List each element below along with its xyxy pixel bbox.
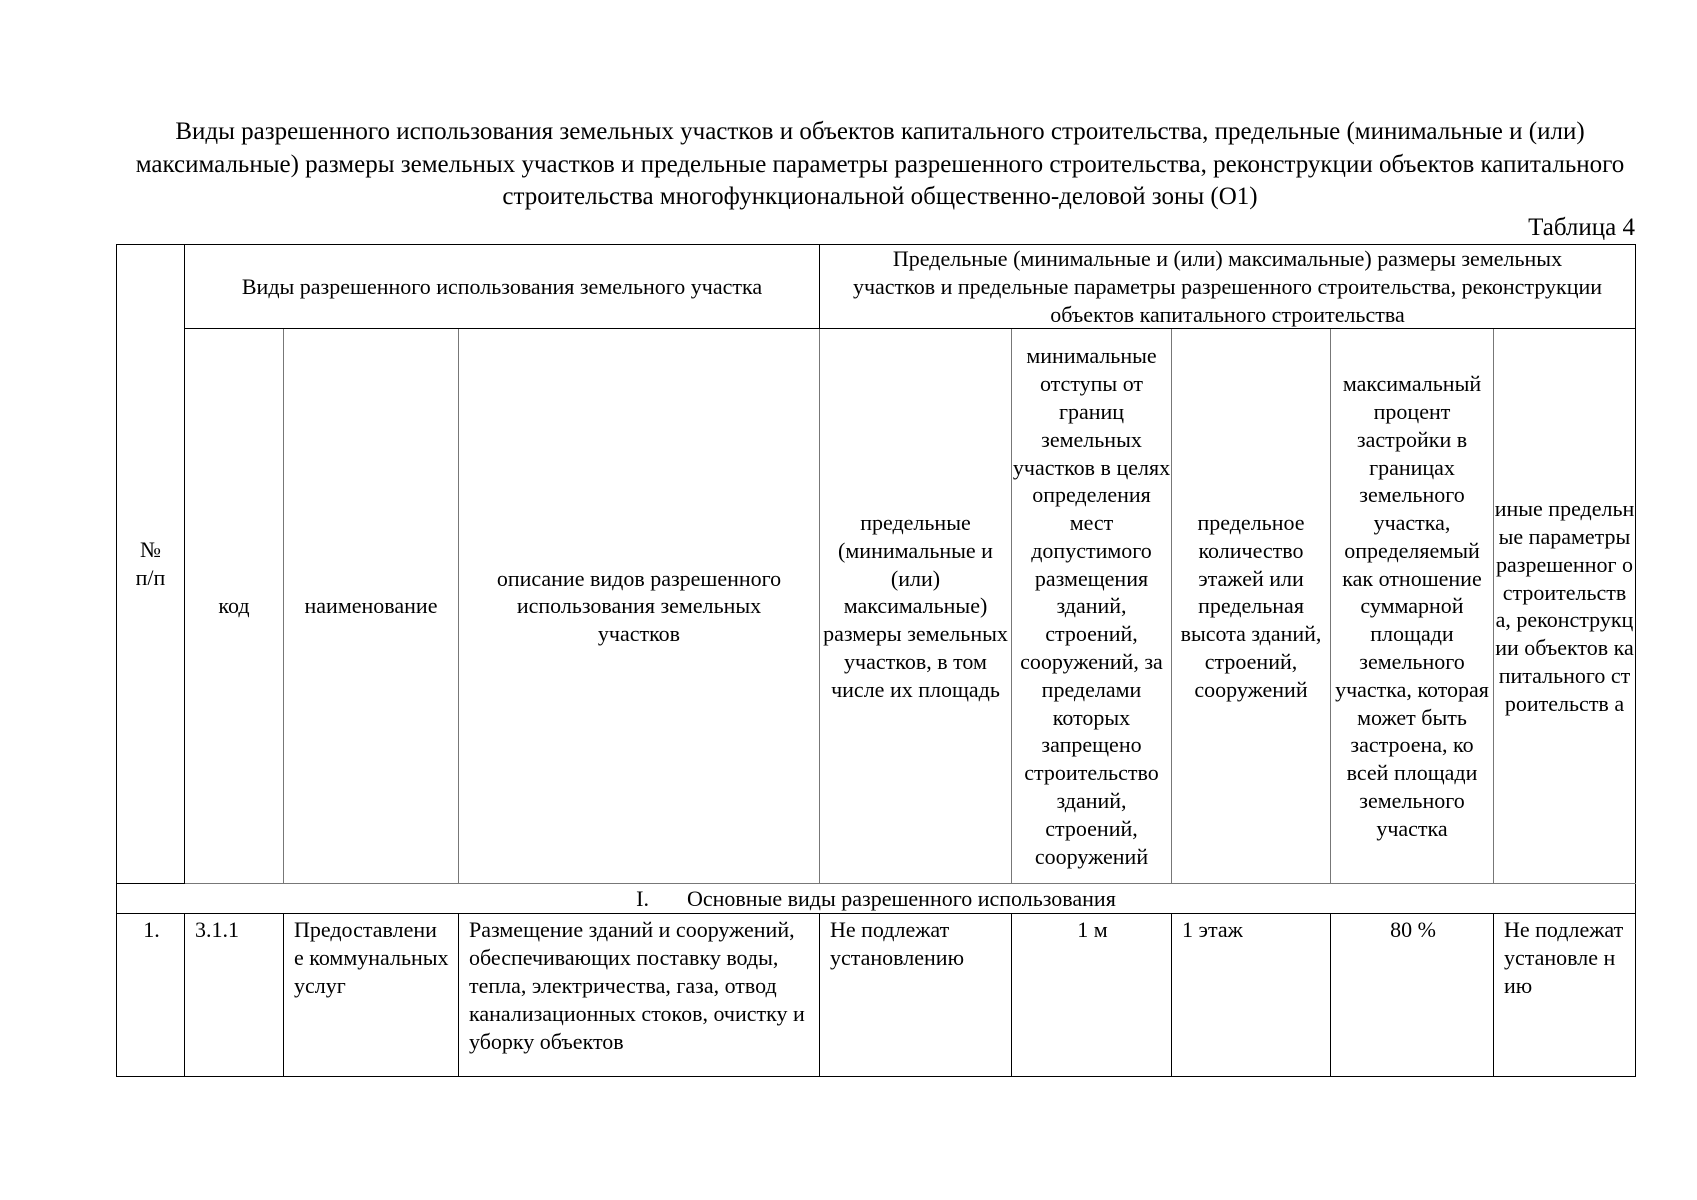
header-group-limits: Предельные (минимальные и (или) максимал…: [819, 243, 1636, 330]
header-sizes: предельные (минимальные и (или) максимал…: [819, 328, 1012, 885]
cell-description: Размещение зданий и сооружений, обеспечи…: [458, 913, 820, 1078]
section-label: Основные виды разрешенного использования: [686, 885, 1116, 911]
cell-coverage: 80 %: [1330, 913, 1494, 1078]
table-row: 1. 3.1.1 Предоставлени е коммунальных ус…: [116, 913, 1636, 1078]
section-row: I. Основные виды разрешенного использован…: [116, 883, 1636, 915]
cell-other: Не подлежат установле нию: [1493, 913, 1636, 1078]
zone-parameters-table: № п/п Виды разрешенного использования зе…: [116, 243, 1636, 1078]
cell-floors: 1 этаж: [1171, 913, 1331, 1078]
cell-name: Предоставлени е коммунальных услуг: [283, 913, 459, 1078]
document-title: Виды разрешенного использования земельны…: [135, 118, 1625, 210]
cell-sizes: Не подлежат установлению: [819, 913, 1012, 1078]
header-coverage: максимальный процент застройки в граница…: [1330, 328, 1494, 885]
header-num: № п/п: [116, 243, 185, 885]
header-name: наименование: [283, 328, 459, 885]
header-group-use: Виды разрешенного использования земельно…: [184, 243, 820, 330]
header-description: описание видов разрешенного использовани…: [458, 328, 820, 885]
section-numeral: I.: [636, 885, 649, 911]
cell-setbacks: 1 м: [1011, 913, 1172, 1078]
header-other: иные предельные параметры разрешенног о …: [1493, 328, 1636, 885]
table-label: Таблица 4: [1528, 214, 1635, 241]
header-code: код: [184, 328, 284, 885]
cell-code: 3.1.1: [184, 913, 284, 1078]
cell-num: 1.: [116, 913, 185, 1078]
header-setbacks: минимальные отступы от границ земельных …: [1011, 328, 1172, 885]
header-floors: предельное количество этажей или предель…: [1171, 328, 1331, 885]
